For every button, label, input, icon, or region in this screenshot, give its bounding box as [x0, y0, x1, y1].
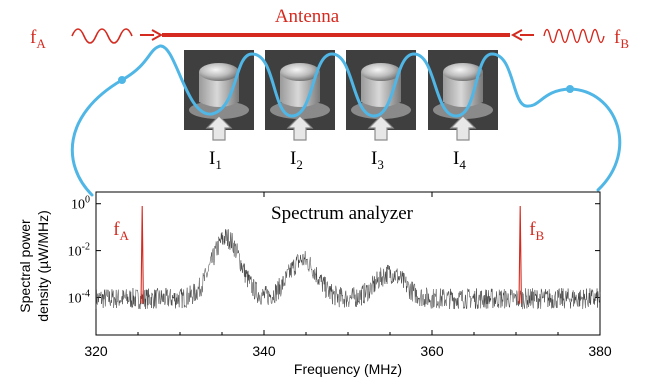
current-label-4: I4	[453, 148, 466, 172]
freq-label-right: fB	[614, 27, 629, 51]
antenna-section: Antenna fA fB	[30, 6, 629, 51]
wire-joint-left	[118, 76, 126, 84]
current-label-2: I2	[290, 148, 303, 172]
chart-title: Spectrum analyzer	[271, 203, 414, 224]
freq-label-left: fA	[30, 27, 46, 51]
oscillator-4: I4	[428, 50, 498, 172]
y-tick-label: 10-2	[68, 242, 90, 260]
y-tick-label: 10-4	[68, 288, 90, 306]
y-axis-label-line1: Spectral power	[17, 219, 33, 313]
current-arrow-icon	[449, 115, 477, 141]
nanopillar-photo-icon	[428, 50, 498, 130]
oscillator-2: I2	[265, 50, 335, 172]
signal-label-B: fB	[529, 219, 544, 243]
signal-lines: fA fB	[113, 205, 545, 304]
signal-line-B	[518, 205, 522, 304]
current-arrow-icon	[286, 115, 314, 141]
oscillator-3: I3	[346, 50, 416, 172]
oscillator-array: I1 I2 I3 I4	[184, 50, 498, 172]
current-label-3: I3	[371, 148, 384, 172]
y-axis-label-line2: density (µW/MHz)	[35, 210, 51, 322]
arrow-icon-left	[140, 29, 164, 41]
y-tick-label: 100	[71, 195, 90, 213]
connection-wire	[70, 44, 622, 197]
wave-icon-left	[71, 28, 133, 44]
arrow-icon-right	[510, 29, 534, 41]
axis-ticks: 320 340 360 380 100 10-2 10-4	[68, 192, 612, 359]
current-arrow-icon	[367, 115, 395, 141]
signal-label-A: fA	[113, 219, 129, 243]
x-tick-label: 380	[588, 343, 612, 359]
current-label-1: I1	[209, 148, 222, 172]
current-arrow-icon	[205, 115, 233, 141]
x-tick-label: 320	[84, 343, 108, 359]
spectrum-trace	[95, 229, 601, 310]
x-axis-label: Frequency (MHz)	[294, 361, 402, 377]
x-tick-label: 340	[252, 343, 276, 359]
wire-joint-right	[566, 85, 574, 93]
antenna-label: Antenna	[275, 6, 340, 27]
wave-icon-right	[543, 28, 605, 44]
x-tick-label: 360	[420, 343, 444, 359]
spectrum-chart: Spectrum analyzer 320 340 360 380 100 10-2 10-…	[17, 191, 612, 377]
spectrum-trace-line	[95, 229, 601, 310]
signal-line-A	[140, 205, 144, 304]
